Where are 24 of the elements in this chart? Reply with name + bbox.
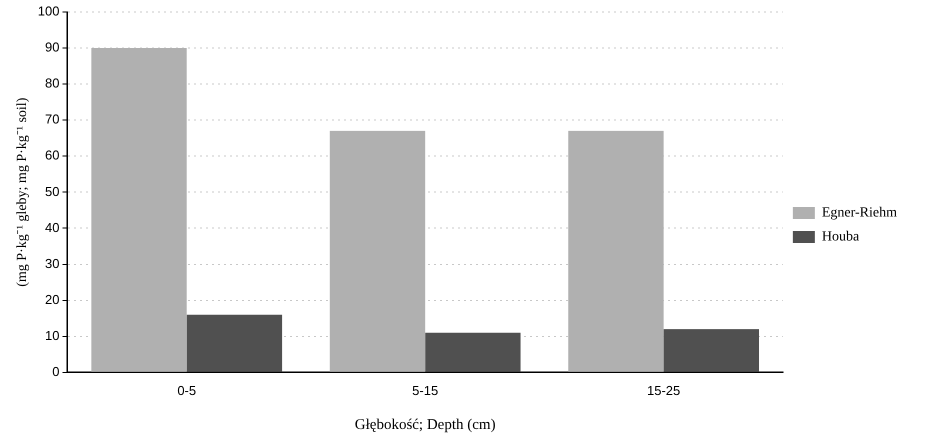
bar: [664, 329, 760, 372]
x-tick-label: 5-15: [412, 382, 438, 398]
legend-label: Houba: [822, 230, 860, 245]
x-tick-label: 15-25: [647, 382, 680, 398]
y-tick-label: 60: [45, 148, 60, 163]
bar: [186, 314, 282, 372]
x-axis-title: Głębokość; Depth (cm): [354, 416, 496, 433]
y-tick-label: 0: [52, 364, 60, 379]
y-tick-label: 70: [45, 112, 60, 127]
y-tick-label: 80: [45, 76, 60, 91]
y-axis-title: (mg P·kg⁻¹ gleby; mg P·kg⁻¹ soil): [15, 97, 30, 287]
y-tick-label: 30: [45, 256, 60, 271]
y-tick-label: 20: [45, 292, 60, 307]
bar: [568, 130, 664, 372]
y-tick-label: 10: [45, 328, 60, 343]
bar: [330, 130, 426, 372]
bar: [91, 48, 187, 372]
legend-label: Egner-Riehm: [822, 206, 898, 221]
y-tick-label: 40: [45, 220, 60, 235]
y-tick-label: 100: [38, 4, 60, 19]
bar: [425, 332, 521, 372]
y-tick-label: 50: [45, 184, 60, 199]
y-tick-label: 90: [45, 40, 60, 55]
x-tick-label: 0-5: [177, 382, 196, 398]
